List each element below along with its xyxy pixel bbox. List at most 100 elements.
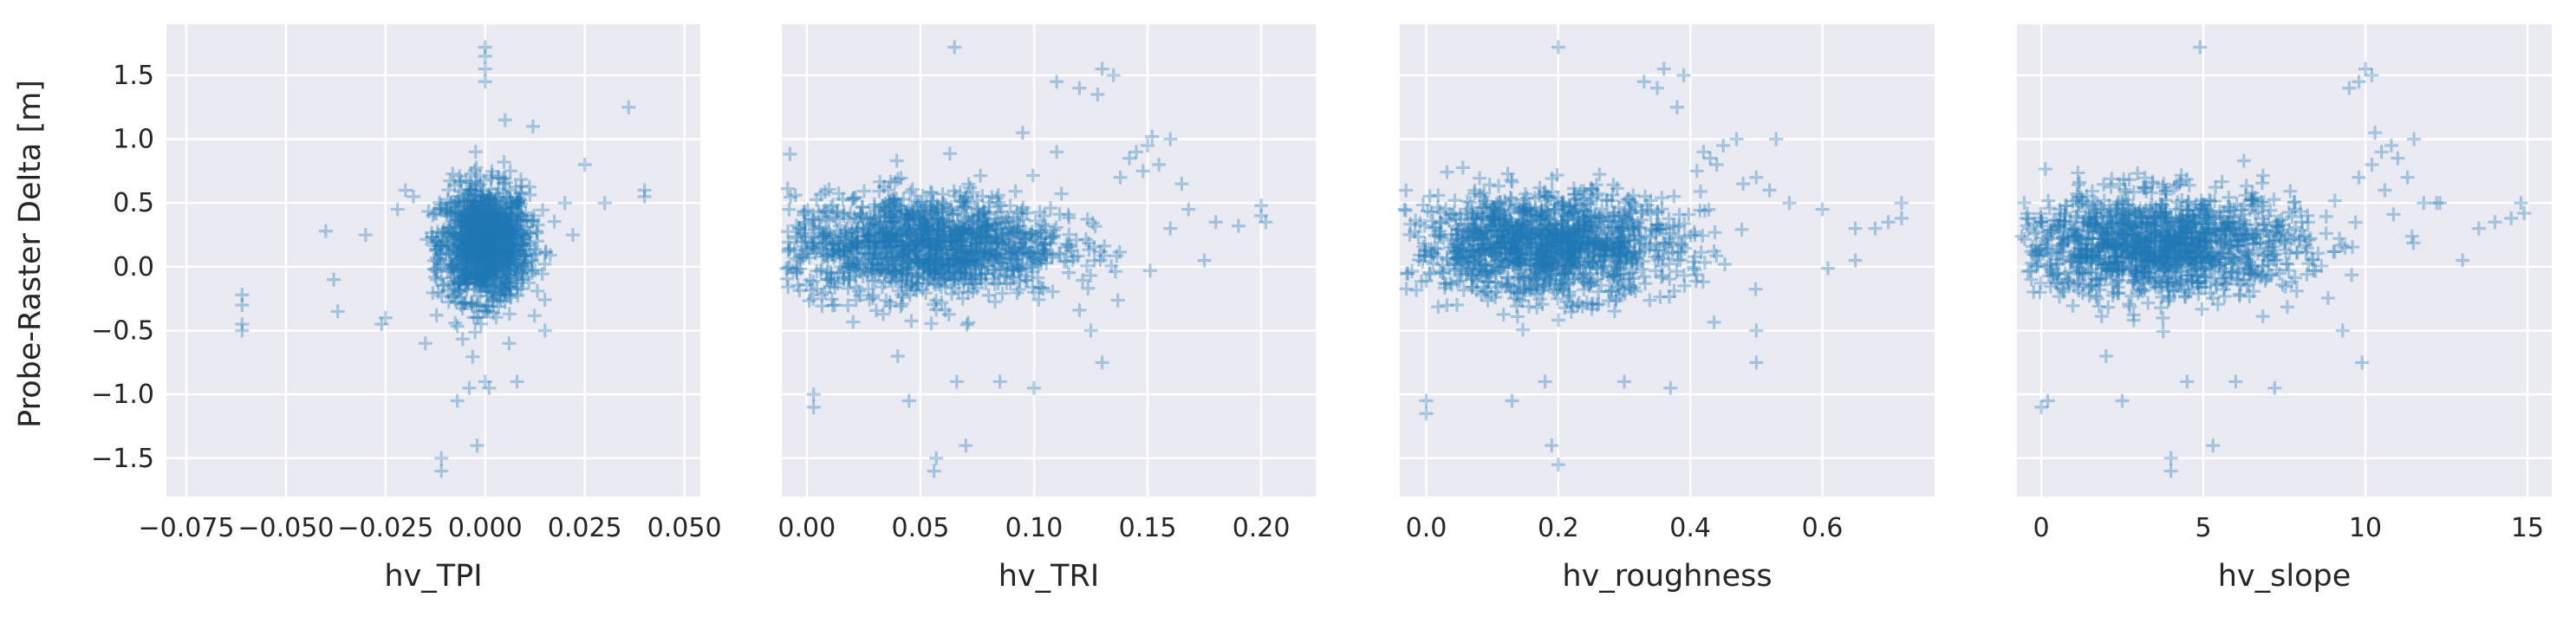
data-point (467, 231, 482, 246)
data-points (235, 40, 652, 478)
data-point (502, 224, 517, 239)
data-point (476, 233, 491, 248)
data-point (487, 241, 502, 256)
data-point (465, 230, 480, 244)
data-point (503, 244, 517, 259)
data-point (527, 248, 542, 263)
data-point (465, 270, 479, 284)
data-point (436, 278, 451, 293)
data-point (476, 232, 491, 247)
x-tick-label: 0.20 (1233, 513, 1291, 543)
plot-area (166, 24, 700, 497)
data-point (487, 278, 502, 293)
data-point (446, 270, 460, 285)
data-point (504, 232, 518, 247)
data-point (462, 264, 477, 279)
data-point (497, 228, 511, 243)
data-point (463, 267, 478, 282)
data-point (498, 224, 513, 239)
data-point (439, 204, 453, 218)
data-point (487, 270, 502, 284)
data-point (474, 240, 489, 255)
data-point (519, 243, 534, 257)
data-point (440, 241, 455, 256)
data-point (478, 202, 492, 217)
data-point (465, 208, 480, 223)
data-point (480, 224, 495, 239)
data-point (505, 224, 520, 239)
data-point (485, 263, 500, 277)
data-point (480, 243, 495, 257)
x-tick-label: 0.050 (647, 513, 722, 543)
data-point (496, 274, 511, 289)
data-point (489, 274, 504, 289)
data-point (503, 231, 517, 246)
data-point (481, 278, 496, 293)
y-tick-label: −1.0 (91, 380, 154, 410)
data-point (468, 220, 483, 235)
data-point (464, 166, 478, 181)
data-point (459, 237, 473, 251)
data-point (499, 216, 514, 231)
data-point (479, 250, 494, 264)
data-point (488, 238, 503, 253)
x-tick-label: 0.2 (1538, 513, 1579, 543)
data-point (495, 198, 510, 212)
data-point (487, 248, 502, 263)
data-point (444, 195, 459, 210)
y-tick-label: 1.0 (113, 125, 154, 155)
data-point (433, 257, 448, 271)
data-point (478, 232, 493, 247)
data-point (458, 226, 472, 241)
data-point (507, 244, 522, 258)
data-point (504, 200, 518, 215)
data-point (479, 225, 494, 240)
data-point (482, 236, 497, 250)
data-point (511, 195, 525, 210)
data-point (455, 244, 470, 259)
x-tick-label: 0.0 (1406, 513, 1447, 543)
y-tick-label: 0.0 (113, 252, 154, 283)
data-point (470, 205, 485, 220)
data-point (488, 237, 503, 251)
data-point (478, 223, 493, 237)
data-point (470, 249, 485, 263)
data-point (498, 206, 513, 221)
data-point (462, 232, 477, 247)
data-point (459, 263, 473, 277)
data-point (465, 246, 479, 261)
data-point (502, 246, 517, 261)
data-point (448, 228, 463, 243)
data-point (502, 211, 517, 226)
data-point (479, 197, 494, 211)
data-point (452, 199, 467, 214)
data-point (498, 255, 512, 270)
data-point (463, 216, 478, 231)
data-point (426, 208, 440, 223)
data-point (476, 260, 491, 275)
data-point (465, 228, 480, 243)
data-point (446, 250, 460, 264)
data-point (484, 238, 498, 253)
data-point (478, 242, 492, 257)
data-point (478, 228, 493, 243)
data-point (477, 220, 491, 235)
data-point (491, 222, 506, 237)
data-point (444, 276, 459, 290)
data-point (509, 220, 524, 235)
data-point (506, 261, 521, 276)
data-point (472, 223, 487, 237)
data-point (486, 218, 501, 232)
data-point (468, 177, 483, 192)
data-point (493, 280, 508, 295)
data-point (464, 202, 478, 217)
data-point (449, 294, 464, 308)
data-point (472, 247, 487, 262)
data-point (474, 250, 489, 265)
data-point (465, 296, 479, 311)
data-point (465, 225, 479, 240)
data-point (488, 224, 503, 238)
data-point (483, 249, 498, 263)
x-axis-label: hv_TPI (384, 559, 482, 594)
